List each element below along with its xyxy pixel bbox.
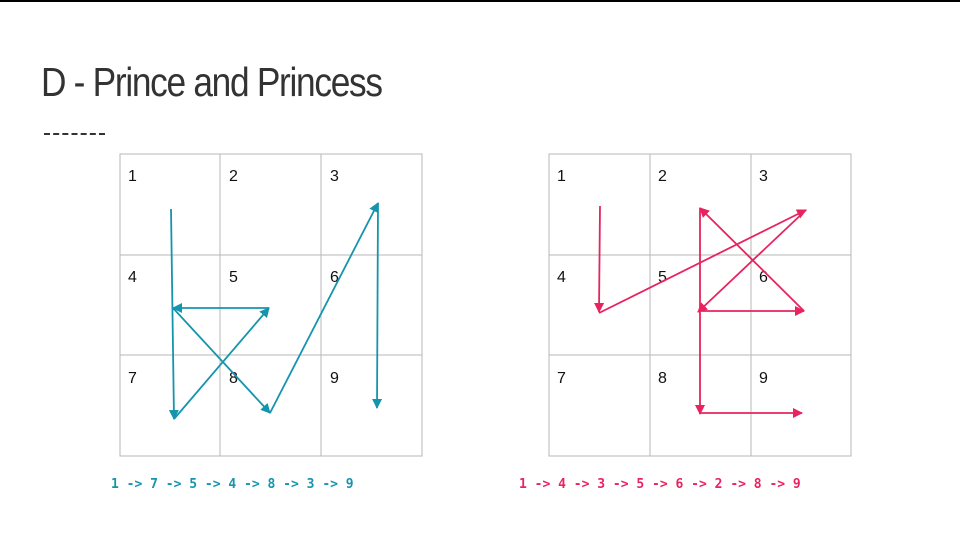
path-arrow-8-to-3 (269, 202, 379, 414)
cell-label-4: 4 (557, 269, 566, 286)
cell-label-6: 6 (759, 269, 768, 286)
cell-label-7: 7 (557, 370, 566, 387)
grid-right: 1 2 3 4 5 6 7 8 9 (548, 153, 852, 457)
path-arrow-6-to-2 (699, 207, 805, 312)
cell-label-5: 5 (229, 269, 238, 286)
cell-label-2: 2 (229, 168, 238, 185)
cell-label-1: 1 (128, 168, 137, 185)
sequence-label-right: 1 -> 4 -> 3 -> 5 -> 6 -> 2 -> 8 -> 9 (519, 477, 801, 492)
cell-label-3: 3 (759, 168, 768, 185)
cell-label-9: 9 (330, 370, 339, 387)
cell-label-9: 9 (759, 370, 768, 387)
grid-border (119, 153, 423, 457)
cell-label-7: 7 (128, 370, 137, 387)
path-arrows-left (168, 202, 383, 420)
grid-left: 1 2 3 4 5 6 7 8 9 (119, 153, 423, 457)
path-arrow-1-to-7 (168, 208, 179, 420)
sequence-label-left: 1 -> 7 -> 5 -> 4 -> 8 -> 3 -> 9 (111, 477, 354, 492)
cell-label-4: 4 (128, 269, 137, 286)
cell-label-1: 1 (557, 168, 566, 185)
title-underline (44, 133, 105, 135)
path-arrow-3-to-5 (697, 209, 807, 313)
path-arrow-1-to-4 (594, 205, 605, 313)
grid-border (548, 153, 852, 457)
cell-label-2: 2 (658, 168, 667, 185)
cell-label-8: 8 (229, 370, 238, 387)
cell-label-6: 6 (330, 269, 339, 286)
slide-title: D - Prince and Princess (41, 59, 383, 105)
top-rule (0, 0, 960, 2)
cell-label-3: 3 (330, 168, 339, 185)
cell-label-8: 8 (658, 370, 667, 387)
path-arrow-4-to-8 (172, 307, 271, 414)
path-arrow-3-to-9 (372, 202, 383, 409)
path-arrow-4-to-3 (598, 209, 807, 314)
path-arrow-7-to-5 (173, 307, 270, 420)
path-arrows-right (594, 205, 807, 418)
cell-label-5: 5 (658, 269, 667, 286)
